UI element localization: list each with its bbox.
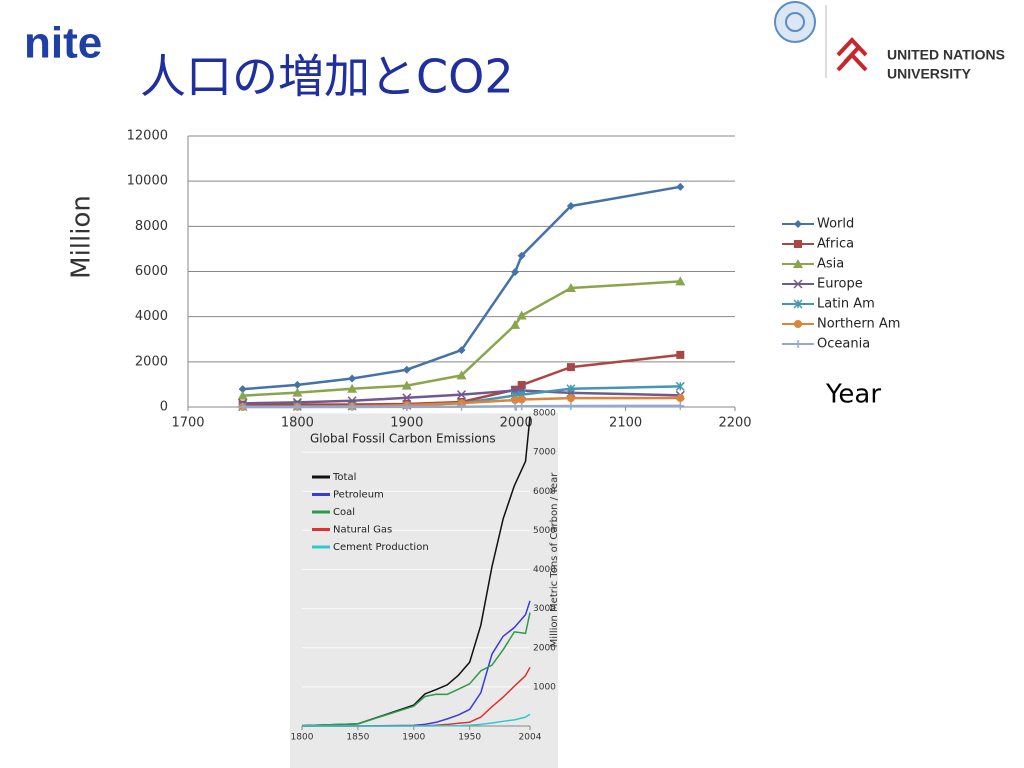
marker (516, 310, 527, 320)
marker (402, 393, 412, 403)
x-tick-label: 2000 (500, 416, 533, 431)
marker (566, 384, 576, 394)
marker (793, 259, 803, 268)
y-tick-label: 1000 (533, 682, 556, 692)
un-emblem (774, 1, 868, 78)
x-axis-label: Year (825, 380, 881, 410)
legend-label: Cement Production (333, 542, 429, 553)
marker (793, 299, 803, 309)
marker (402, 365, 411, 374)
y-tick-label: 10000 (127, 174, 168, 189)
y-axis-label: Million Metric Tons of Carbon / Year (549, 472, 560, 648)
marker (675, 381, 685, 391)
series-line (301, 416, 531, 727)
partner-name: UNITED NATIONS (887, 47, 1005, 63)
chart-title: Global Fossil Carbon Emissions (310, 432, 496, 446)
legend-label: Europe (817, 277, 863, 292)
x-tick-label: 1900 (390, 416, 423, 431)
marker (511, 267, 520, 276)
marker (347, 383, 358, 393)
series-line (242, 185, 681, 391)
x-tick-label: 2100 (609, 416, 642, 431)
legend-label: Coal (333, 507, 355, 518)
marker (566, 394, 575, 403)
marker (676, 401, 685, 410)
marker (566, 401, 575, 410)
legend-label: Asia (817, 257, 844, 272)
marker (401, 380, 412, 390)
marker (517, 395, 526, 404)
marker (457, 346, 466, 355)
marker (566, 202, 575, 211)
partner-name: UNIVERSITY (887, 66, 972, 82)
marker (793, 279, 803, 289)
marker (456, 370, 467, 380)
y-tick-label: 2000 (135, 354, 168, 369)
marker (517, 402, 526, 411)
marker (293, 380, 302, 389)
marker (565, 283, 576, 293)
x-tick-label: 1950 (458, 733, 481, 743)
marker (794, 340, 802, 348)
y-tick-label: 3000 (533, 604, 556, 614)
marker (794, 240, 802, 248)
marker (238, 385, 247, 394)
marker (676, 350, 685, 359)
y-tick-label: 5000 (533, 526, 556, 536)
x-tick-label: 1800 (291, 733, 314, 743)
marker (348, 374, 357, 383)
marker (293, 402, 302, 411)
marker (457, 402, 466, 411)
marker (517, 251, 526, 260)
series-line (302, 713, 531, 727)
y-tick-label: 8000 (533, 409, 556, 419)
y-tick-label: 12000 (127, 129, 168, 144)
legend-label: Total (332, 472, 356, 483)
x-tick-label: 1850 (346, 733, 369, 743)
marker (402, 402, 411, 411)
y-tick-label: 0 (160, 400, 168, 415)
marker (510, 319, 521, 329)
marker (511, 396, 520, 405)
y-tick-label: 4000 (533, 565, 556, 575)
legend-label: Natural Gas (333, 525, 392, 536)
marker (348, 402, 357, 411)
marker (566, 363, 575, 372)
x-tick-label: 1800 (281, 416, 314, 431)
y-tick-label: 6000 (533, 487, 556, 497)
series-line (301, 612, 531, 727)
legend-label: Oceania (817, 337, 870, 352)
legend-label: Africa (817, 237, 854, 252)
legend-label: Northern Am (817, 317, 900, 332)
marker (676, 394, 685, 403)
y-tick-label: 2000 (533, 643, 556, 653)
chart2-background (290, 413, 558, 768)
marker (676, 182, 685, 191)
marker (517, 381, 526, 390)
marker (456, 390, 467, 400)
x-tick-label: 2200 (718, 416, 751, 431)
logo: nite (24, 19, 102, 68)
y-tick-label: 6000 (135, 264, 168, 279)
marker (675, 276, 686, 286)
x-tick-label: 2004 (519, 733, 542, 743)
marker (237, 390, 248, 400)
marker (292, 387, 303, 397)
marker (794, 220, 802, 228)
legend-label: World (817, 217, 854, 232)
y-tick-label: 8000 (135, 219, 168, 234)
x-tick-label: 1700 (171, 416, 204, 431)
slide-title: 人口の増加とCO2 (140, 50, 514, 104)
marker (794, 320, 802, 328)
marker (238, 402, 247, 411)
y-axis-label: Million (67, 195, 97, 279)
y-tick-label: 7000 (533, 448, 556, 458)
legend-label: Petroleum (333, 490, 384, 501)
y-tick-label: 4000 (135, 309, 168, 324)
legend-label: Latin Am (817, 297, 875, 312)
x-tick-label: 1900 (402, 733, 425, 743)
